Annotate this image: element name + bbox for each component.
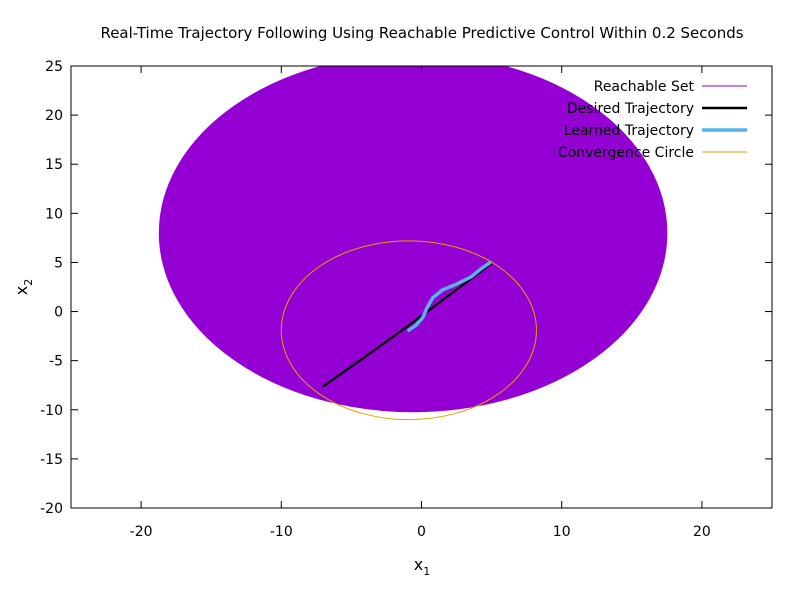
legend-label-convergence-circle: Convergence Circle (558, 145, 694, 161)
y-tick-label: 0 (54, 305, 63, 321)
y-axis-label-main: x (12, 286, 31, 295)
legend-label-learned-trajectory: Learned Trajectory (564, 123, 694, 139)
x-tick-label: -10 (270, 524, 293, 540)
y-axis-ticks: -20 -15 -10 -5 0 5 10 15 20 25 (40, 59, 772, 517)
y-tick-label: -10 (40, 403, 63, 419)
chart-title: Real-Time Trajectory Following Using Rea… (100, 24, 743, 42)
reachable-set-region (158, 66, 668, 413)
y-tick-label: 15 (45, 157, 63, 173)
y-tick-label: -5 (49, 354, 63, 370)
y-tick-label: 5 (54, 255, 63, 271)
x-axis-ticks: -20 -10 0 10 20 (130, 66, 711, 540)
y-tick-label: 25 (45, 59, 63, 75)
y-axis-label-subscript: 2 (22, 279, 35, 286)
x-tick-label: 0 (417, 524, 426, 540)
x-tick-label: 20 (693, 524, 711, 540)
plot-area (158, 66, 668, 421)
y-tick-label: 10 (45, 206, 63, 222)
x-tick-label: 10 (553, 524, 571, 540)
desired-trajectory-line (322, 262, 493, 388)
x-axis-label-main: x (414, 555, 423, 574)
x-axis-label: x1 (414, 555, 430, 578)
y-tick-label: 20 (45, 108, 63, 124)
y-axis-label: x2 (12, 279, 35, 295)
legend: Reachable Set Desired Trajectory Learned T… (558, 79, 747, 161)
y-tick-label: -15 (40, 452, 63, 468)
x-axis-label-subscript: 1 (423, 565, 430, 578)
convergence-circle-line (280, 240, 537, 421)
legend-label-reachable-set: Reachable Set (594, 79, 695, 95)
learned-trajectory-line (407, 260, 492, 332)
legend-label-desired-trajectory: Desired Trajectory (567, 101, 694, 117)
x-tick-label: -20 (130, 524, 153, 540)
y-tick-label: -20 (40, 501, 63, 517)
